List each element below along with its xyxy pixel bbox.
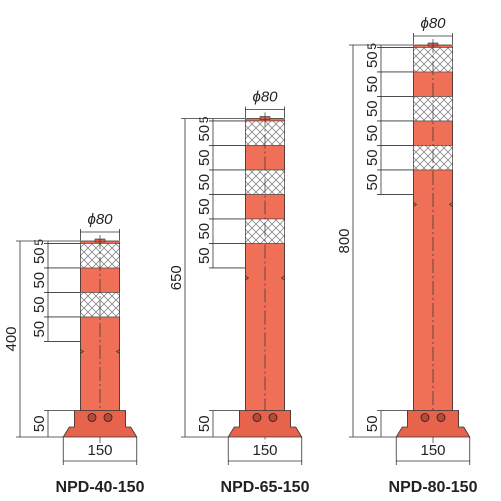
diameter-label: ϕ80 bbox=[252, 88, 278, 105]
segment-label: 50 bbox=[31, 247, 48, 264]
notch bbox=[80, 349, 120, 354]
bolt bbox=[103, 413, 113, 422]
segment-label: 50 bbox=[196, 247, 213, 264]
bolt bbox=[87, 413, 97, 422]
width-label: 150 bbox=[87, 442, 112, 459]
segment-label: 5 bbox=[365, 43, 379, 50]
segment-label: 50 bbox=[364, 76, 381, 93]
bolt bbox=[420, 413, 430, 422]
base bbox=[227, 410, 303, 438]
bolt bbox=[436, 413, 446, 422]
base-height-label: 50 bbox=[31, 415, 48, 432]
segment-label: 50 bbox=[31, 321, 48, 338]
segment-label: 50 bbox=[364, 149, 381, 166]
segment-label: 50 bbox=[196, 125, 213, 142]
segment-label: 50 bbox=[31, 296, 48, 313]
model-name: NPD-80-150 bbox=[389, 479, 478, 496]
base-height-label: 50 bbox=[364, 415, 381, 432]
height-label: 650 bbox=[168, 265, 185, 290]
width-label: 150 bbox=[252, 442, 277, 459]
segment-label: 50 bbox=[364, 51, 381, 68]
notch bbox=[413, 202, 453, 207]
notch bbox=[245, 275, 285, 281]
base bbox=[395, 410, 471, 438]
width-label: 150 bbox=[420, 442, 445, 459]
diameter-label: ϕ80 bbox=[420, 15, 446, 32]
height-label: 400 bbox=[3, 326, 20, 351]
height-label: 800 bbox=[336, 228, 353, 253]
segment-label: 50 bbox=[364, 125, 381, 142]
segment-label: 50 bbox=[364, 100, 381, 117]
segment-label: 50 bbox=[196, 149, 213, 166]
segment-label: 50 bbox=[364, 174, 381, 191]
bolt bbox=[252, 413, 262, 422]
segment-label: 5 bbox=[32, 239, 46, 246]
base-height-label: 50 bbox=[196, 415, 213, 432]
base bbox=[62, 410, 138, 438]
segment-label: 5 bbox=[197, 116, 211, 123]
bolt bbox=[268, 413, 278, 422]
segment-label: 50 bbox=[31, 272, 48, 289]
segment-label: 50 bbox=[196, 198, 213, 215]
segment-label: 50 bbox=[196, 223, 213, 240]
diameter-label: ϕ80 bbox=[87, 211, 113, 228]
model-name: NPD-65-150 bbox=[221, 479, 310, 496]
model-name: NPD-40-150 bbox=[56, 479, 145, 496]
segment-label: 50 bbox=[196, 174, 213, 191]
